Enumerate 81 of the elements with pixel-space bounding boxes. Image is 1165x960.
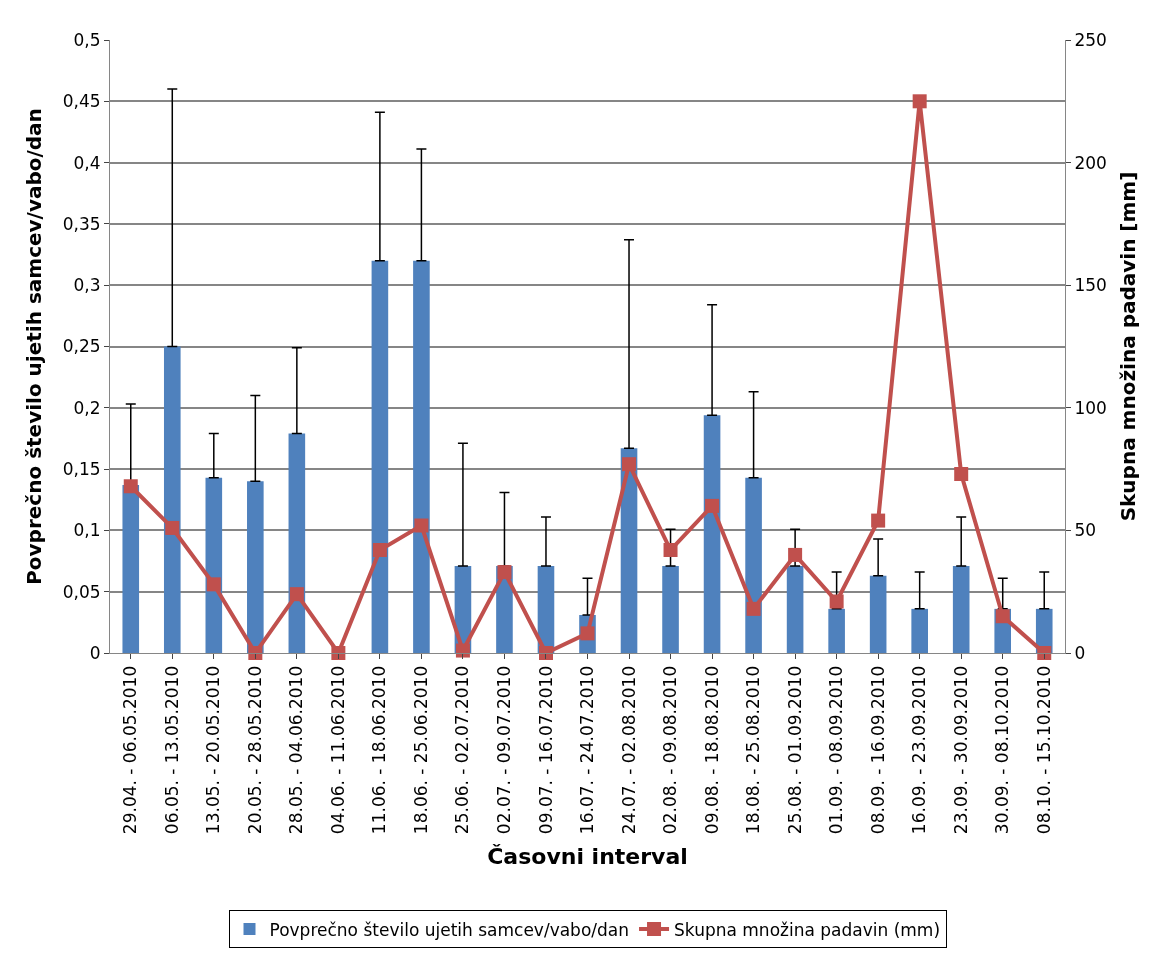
- y2-tick-label: 100: [1074, 397, 1107, 418]
- bar: [413, 260, 430, 653]
- legend-label: Skupna množina padavin (mm): [674, 919, 941, 940]
- x-tick-label: 25.06. - 02.07.2010: [452, 665, 473, 835]
- bar: [828, 608, 845, 653]
- point: [788, 547, 803, 562]
- point: [331, 646, 346, 660]
- point: [1037, 646, 1052, 660]
- y-tick-label: 0,25: [62, 336, 101, 357]
- x-tick-label: 29.04. - 06.05.2010: [120, 665, 141, 835]
- point: [538, 646, 553, 660]
- x-tick-label: 04.06. - 11.06.2010: [327, 665, 348, 835]
- x-tick-label: 16.09. - 23.09.2010: [909, 665, 930, 835]
- y-tick-label: 0,45: [62, 91, 101, 112]
- point: [372, 543, 387, 558]
- point: [414, 518, 429, 533]
- point: [746, 601, 761, 616]
- y2-tick-label: 200: [1074, 152, 1107, 173]
- point: [165, 520, 180, 535]
- y-tick-label: 0,2: [73, 397, 101, 418]
- x-tick-label: 16.07. - 24.07.2010: [577, 665, 598, 835]
- y-tick-label: 0,5: [73, 29, 101, 50]
- y-tick-label: 0,4: [73, 152, 101, 173]
- x-tick-label: 23.09. - 30.09.2010: [950, 665, 971, 835]
- y-tick-label: 0,35: [62, 213, 101, 234]
- point: [622, 457, 637, 472]
- bar: [122, 485, 140, 653]
- point: [206, 577, 221, 592]
- x-tick-label: 30.09. - 08.10.2010: [992, 665, 1013, 835]
- y2-tick-label: 250: [1074, 29, 1107, 50]
- y2-tick-label: 50: [1074, 520, 1097, 541]
- x-axis-title: Časovni interval: [487, 844, 688, 870]
- y2-tick-label: 150: [1074, 275, 1107, 296]
- bar: [911, 608, 928, 653]
- x-tick-label: 08.09. - 16.09.2010: [867, 665, 888, 835]
- y2-axis-title: Skupna množina padavin [mm]: [1116, 171, 1141, 522]
- y2-tick-label: 0: [1074, 642, 1086, 663]
- y-tick-label: 0,1: [73, 520, 101, 541]
- bar: [288, 433, 306, 653]
- point: [912, 94, 927, 109]
- bar: [620, 448, 638, 653]
- y-tick-label: 0,3: [73, 275, 101, 296]
- x-tick-label: 24.07. - 02.08.2010: [618, 665, 639, 835]
- point: [663, 543, 678, 558]
- point: [248, 646, 263, 660]
- x-tick-label: 28.05. - 04.06.2010: [286, 665, 307, 835]
- y-tick-label: 0: [89, 642, 101, 663]
- y-tick-label: 0,15: [62, 459, 101, 480]
- point: [289, 587, 304, 602]
- x-tick-label: 02.07. - 09.07.2010: [493, 665, 514, 835]
- point: [497, 565, 512, 580]
- point: [705, 498, 720, 513]
- bar: [163, 346, 181, 653]
- x-tick-label: 13.05. - 20.05.2010: [203, 665, 224, 835]
- bar: [371, 260, 389, 653]
- point: [123, 479, 138, 494]
- legend-label: Povprečno število ujetih samcev/vabo/dan: [269, 919, 630, 940]
- x-tick-label: 18.08. - 25.08.2010: [743, 665, 764, 835]
- bar: [247, 481, 264, 653]
- bar: [205, 477, 223, 653]
- x-tick-label: 09.07. - 16.07.2010: [535, 665, 556, 835]
- point: [954, 467, 969, 481]
- x-tick-label: 25.08. - 01.09.2010: [784, 665, 805, 835]
- x-tick-label: 18.06. - 25.06.2010: [410, 665, 431, 835]
- bar: [703, 415, 721, 653]
- bar: [662, 565, 679, 653]
- x-tick-label: 20.05. - 28.05.2010: [244, 665, 265, 835]
- point: [829, 594, 844, 609]
- x-tick-label: 09.08. - 18.08.2010: [701, 665, 722, 835]
- point: [995, 609, 1010, 624]
- bar: [869, 575, 887, 653]
- point: [871, 513, 886, 528]
- x-tick-label: 11.06. - 18.06.2010: [369, 665, 390, 835]
- bar: [952, 565, 970, 653]
- y-tick-label: 0,05: [62, 581, 101, 602]
- x-tick-label: 02.08. - 09.08.2010: [660, 665, 681, 835]
- x-tick-label: 06.05. - 13.05.2010: [161, 665, 182, 835]
- x-tick-label: 08.10. - 15.10.2010: [1033, 665, 1054, 835]
- y-axis-title: Povprečno število ujetih samcev/vabo/dan: [22, 108, 47, 585]
- x-tick-label: 01.09. - 08.09.2010: [826, 665, 847, 835]
- bar: [786, 565, 804, 653]
